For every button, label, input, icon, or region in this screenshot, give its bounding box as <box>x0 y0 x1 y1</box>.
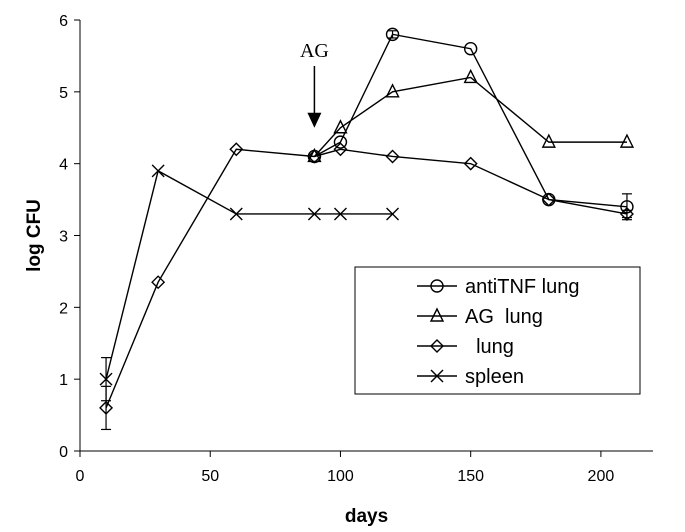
x-axis-title: days <box>345 506 388 527</box>
y-tick-label: 6 <box>59 13 68 30</box>
x-marker-stroke <box>386 207 400 221</box>
triangle-marker <box>463 68 478 84</box>
circle-marker <box>463 42 478 56</box>
series-layer <box>99 27 635 431</box>
legend-item-2: lung <box>417 336 514 358</box>
x-tick-label: 200 <box>588 468 615 485</box>
x-marker <box>386 207 400 221</box>
x-marker <box>430 369 444 383</box>
y-tick-label: 3 <box>59 229 68 246</box>
x-tick-label: 0 <box>76 468 85 485</box>
circle-marker <box>430 279 444 293</box>
diamond-marker <box>99 400 114 415</box>
diamond-marker <box>430 339 444 353</box>
legend-label: AG lung <box>465 306 543 328</box>
diamond-marker <box>333 142 348 157</box>
diamond-marker <box>463 156 478 171</box>
x-marker <box>151 164 165 178</box>
legend-label: spleen <box>465 366 524 388</box>
circle-marker <box>333 135 348 149</box>
y-tick-label: 0 <box>59 444 68 461</box>
diamond-marker <box>619 206 634 221</box>
legend: antiTNF lung AG lung lung spleen <box>354 266 641 395</box>
x-marker <box>99 372 113 386</box>
diamond-marker <box>307 149 322 164</box>
diamond-marker <box>385 149 400 164</box>
circle-marker <box>385 27 400 42</box>
y-tick-label: 4 <box>59 157 68 174</box>
annotation: AG <box>300 40 329 128</box>
x-marker-stroke <box>307 207 321 221</box>
series-1 <box>307 68 635 163</box>
axes: 0 1 2 3 4 5 6 0 50 100 150 200 <box>59 13 653 485</box>
x-marker <box>229 207 243 221</box>
series-line <box>313 76 627 157</box>
legend-item-1: AG lung <box>417 306 543 328</box>
x-marker <box>307 207 321 221</box>
legend-item-3: spleen <box>417 366 524 388</box>
series-line <box>314 33 628 208</box>
x-marker-stroke <box>430 369 444 383</box>
x-marker-stroke <box>333 207 347 221</box>
triangle-marker <box>333 119 348 134</box>
triangle-marker <box>429 307 445 322</box>
y-tick-label: 5 <box>59 85 68 102</box>
x-marker <box>333 207 347 221</box>
y-tick-label: 1 <box>59 372 68 389</box>
legend-label: lung <box>465 336 514 358</box>
x-tick-label: 50 <box>201 468 219 485</box>
y-axis-title: log CFU <box>24 199 45 272</box>
legend-label: antiTNF lung <box>465 276 580 298</box>
diamond-marker <box>229 142 244 157</box>
x-tick-label: 100 <box>327 468 354 485</box>
x-marker-stroke <box>99 372 113 386</box>
series-0 <box>307 27 634 221</box>
series-3 <box>99 164 400 402</box>
diamond-marker <box>151 275 166 290</box>
y-tick-label: 2 <box>59 300 68 317</box>
series-line <box>105 148 628 409</box>
annotation-label: AG <box>300 40 329 62</box>
annotation-arrowhead <box>307 112 322 128</box>
triangle-marker <box>385 83 400 98</box>
x-tick-label: 150 <box>457 468 484 485</box>
triangle-marker <box>541 133 556 148</box>
x-marker-stroke <box>229 207 243 221</box>
diamond-marker <box>541 192 556 207</box>
legend-item-0: antiTNF lung <box>417 276 580 298</box>
series-2 <box>99 142 634 431</box>
triangle-marker <box>619 133 635 148</box>
legend-box <box>354 266 641 395</box>
x-marker-stroke <box>151 164 165 178</box>
series-line <box>105 169 393 380</box>
